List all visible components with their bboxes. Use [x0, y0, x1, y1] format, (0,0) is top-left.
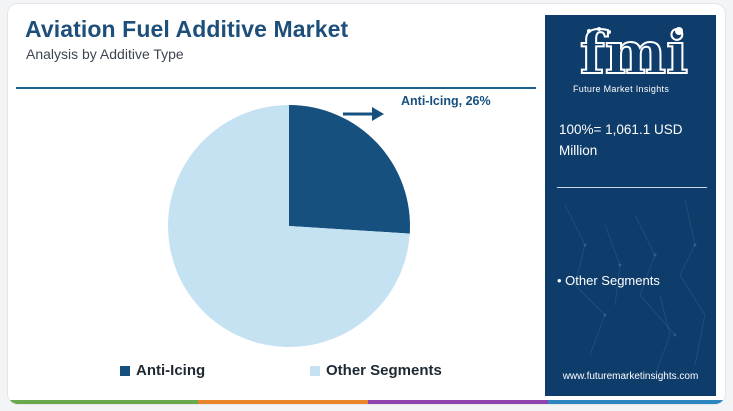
legend-label-other-segments: Other Segments	[326, 362, 442, 379]
fmi-logo: fmi	[579, 23, 689, 83]
footer-segment	[368, 400, 548, 404]
chart-subtitle: Analysis by Additive Type	[26, 46, 184, 62]
pie-slice-other-segments	[167, 105, 410, 348]
logo-letters: fmi	[580, 23, 688, 83]
website-link[interactable]: www.futuremarketinsights.com	[562, 371, 699, 382]
segment-bullet: • Other Segments	[557, 273, 660, 288]
report-card: Aviation Fuel Additive Market Analysis b…	[8, 4, 725, 404]
pie-chart: Anti-Icing, 26%	[167, 94, 491, 348]
footer-color-bar	[8, 400, 725, 404]
legend-label-anti-icing: Anti-Icing	[136, 362, 206, 379]
pie-slices	[167, 105, 410, 348]
info-sidebar: fmi Future Market Insights 100%= 1,061.1…	[545, 15, 716, 396]
footer-segment	[198, 400, 368, 404]
legend-swatch-other-segments	[310, 365, 320, 376]
logo-tagline: Future Market Insights	[573, 84, 670, 94]
footer-segment	[8, 400, 198, 404]
sidebar-texture	[564, 199, 706, 376]
chart-title: Aviation Fuel Additive Market	[25, 16, 349, 42]
pie-slice-anti-icing	[289, 105, 410, 234]
sidebar-divider	[557, 187, 707, 188]
arrow-right-icon	[343, 107, 384, 121]
legend-swatch-anti-icing	[120, 365, 130, 376]
market-total: 100%= 1,061.1 USD Million	[559, 122, 683, 158]
anti-icing-annotation: Anti-Icing, 26%	[401, 94, 491, 108]
footer-segment	[548, 400, 725, 404]
legend-item-other-segments: Other Segments	[310, 362, 442, 379]
legend-item-anti-icing: Anti-Icing	[120, 362, 205, 379]
title-divider	[16, 87, 536, 89]
